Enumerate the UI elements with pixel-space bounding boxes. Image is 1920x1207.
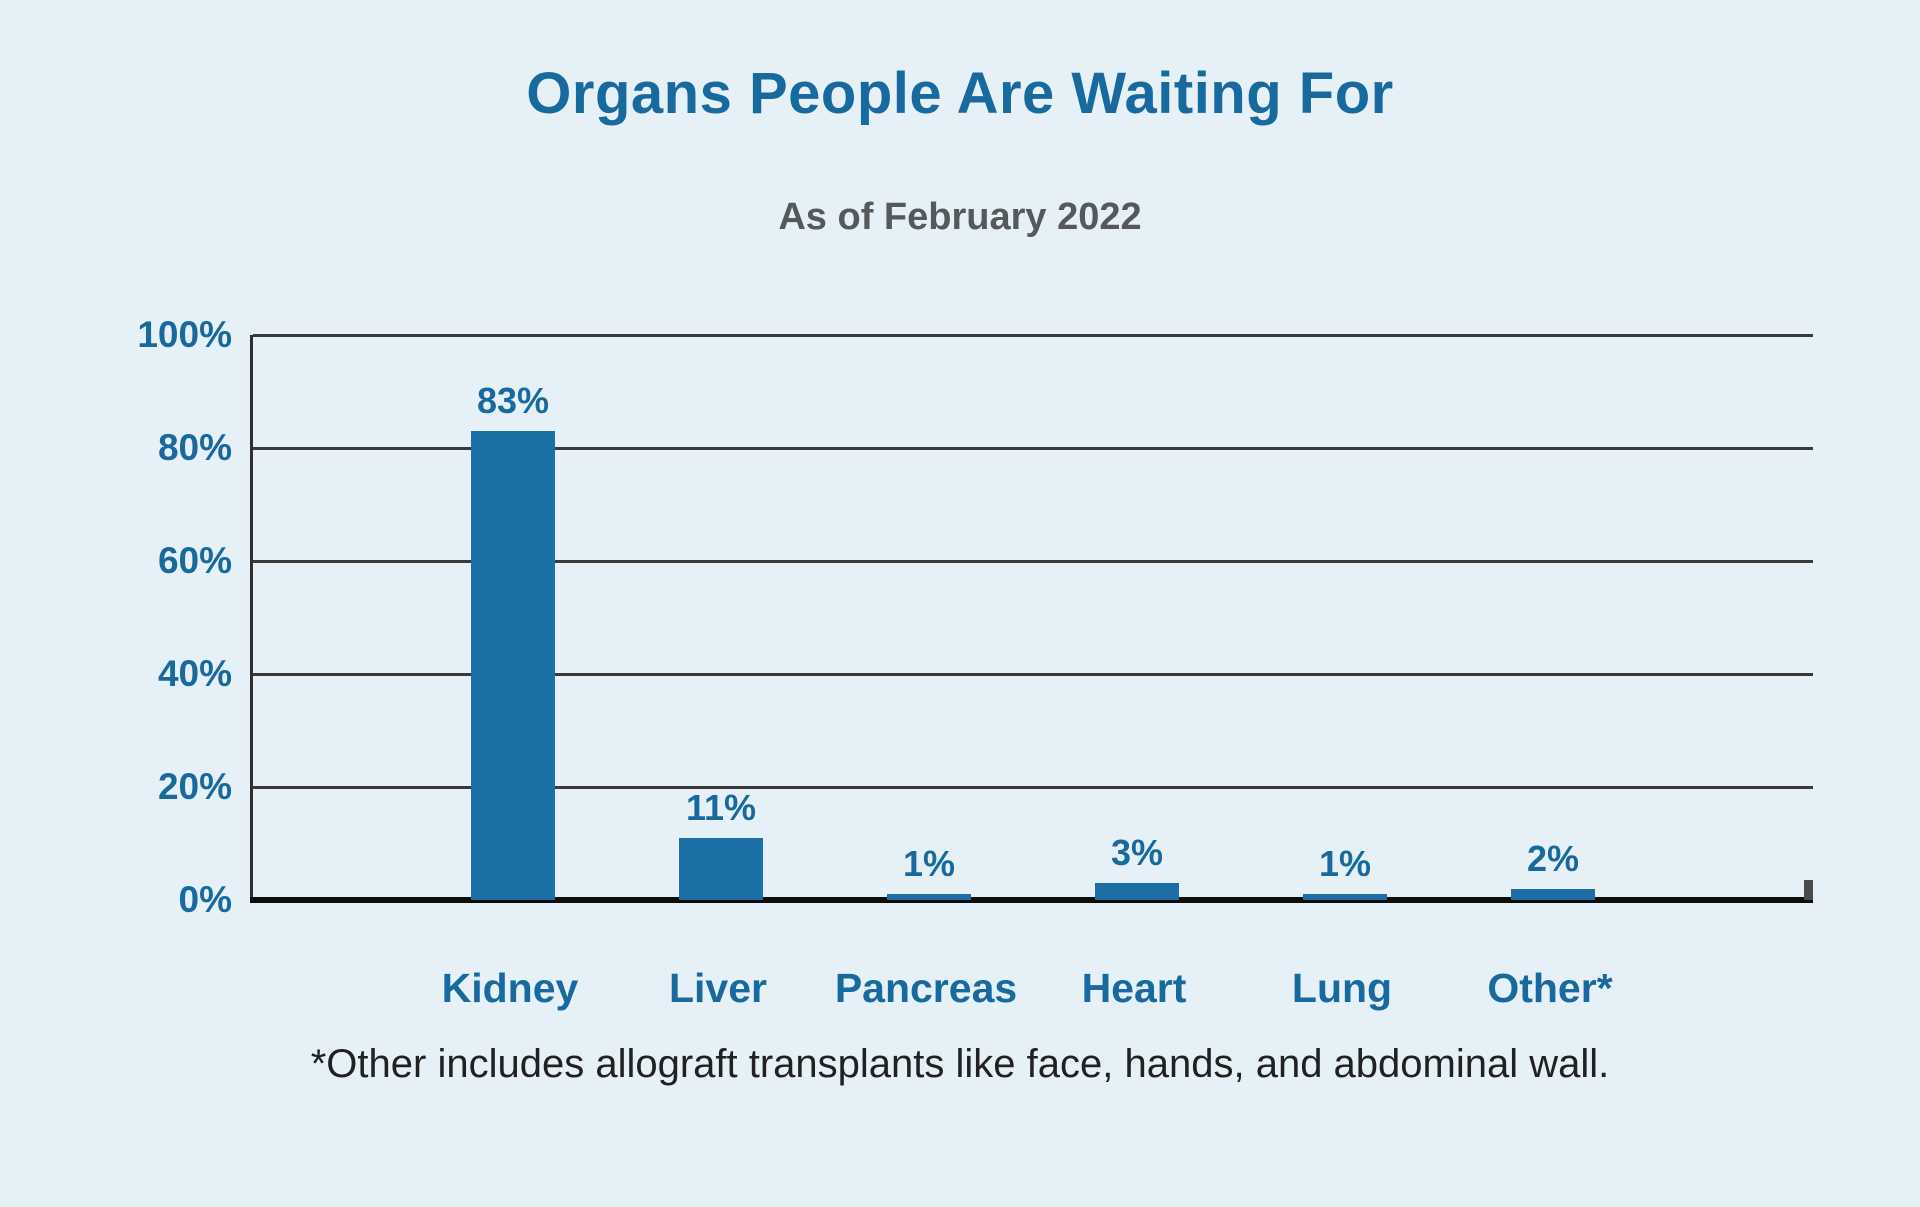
gridline-20 — [253, 786, 1813, 789]
gridline-60 — [253, 560, 1813, 563]
bar-kidney — [471, 431, 555, 900]
x-label-kidney: Kidney — [441, 965, 579, 1011]
y-tick-label-100: 100% — [137, 314, 232, 355]
x-axis: Kidney Liver Pancreas Heart Lung Other* — [250, 962, 1810, 1022]
x-label-pancreas: Pancreas — [834, 965, 1018, 1011]
gridline-100 — [253, 334, 1813, 337]
value-label-kidney: 83% — [476, 380, 550, 422]
x-label-lung: Lung — [1291, 965, 1393, 1011]
footnote: *Other includes allograft transplants li… — [310, 1042, 1610, 1086]
value-label-heart: 3% — [1110, 832, 1164, 874]
x-label-other: Other* — [1487, 965, 1613, 1011]
y-tick-label-80: 80% — [157, 427, 232, 468]
y-axis: 100% 80% 60% 40% 20% 0% — [0, 314, 232, 920]
chart-subtitle: As of February 2022 — [778, 196, 1142, 238]
x-label-liver: Liver — [669, 965, 767, 1011]
plot-area: 83% 11% 1% 3% 1% 2% — [250, 334, 1813, 903]
y-tick-label-20: 20% — [157, 766, 232, 807]
chart-title: Organs People Are Waiting For — [526, 61, 1394, 126]
gridline-40 — [253, 673, 1813, 676]
y-tick-label-40: 40% — [157, 653, 232, 694]
value-label-pancreas: 1% — [902, 843, 956, 885]
bar-heart — [1095, 883, 1179, 900]
bar-other — [1511, 888, 1595, 900]
x-label-heart: Heart — [1081, 965, 1187, 1011]
bar-pancreas — [887, 894, 971, 900]
y-tick-label-60: 60% — [157, 540, 232, 581]
y-tick-label-0: 0% — [178, 879, 232, 920]
bar-lung — [1303, 894, 1387, 900]
gridline-80 — [253, 447, 1813, 450]
axis-end-tick — [1804, 880, 1813, 900]
bar-liver — [679, 837, 763, 900]
value-label-liver: 11% — [685, 786, 757, 828]
value-label-other: 2% — [1526, 837, 1580, 879]
x-axis-baseline — [250, 897, 1813, 903]
value-label-lung: 1% — [1318, 843, 1372, 885]
